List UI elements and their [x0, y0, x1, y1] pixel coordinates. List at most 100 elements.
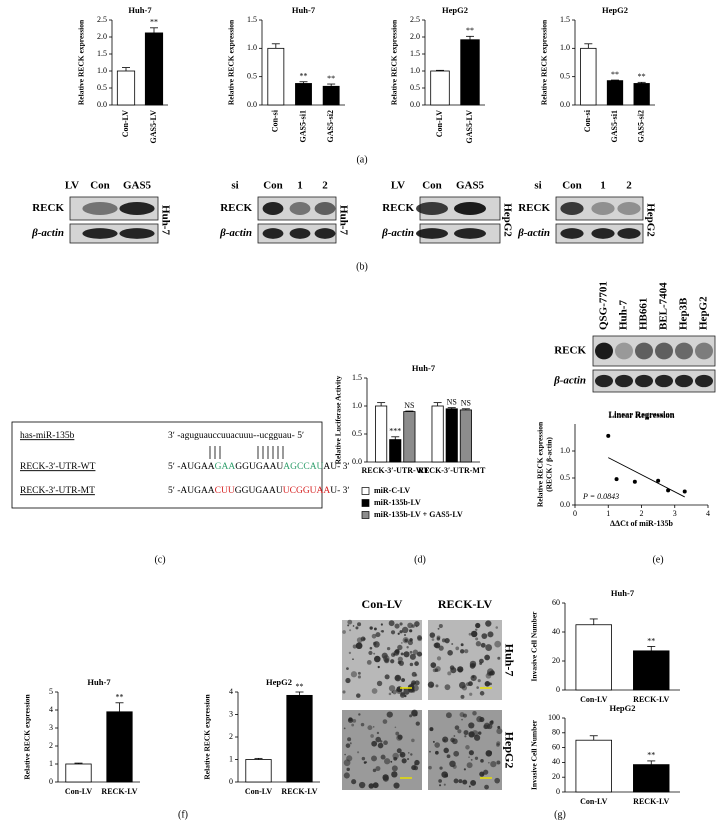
- cell: [349, 629, 352, 632]
- y-axis-label: Relative RECK expression: [540, 19, 549, 105]
- panel-label: (g): [554, 809, 566, 820]
- point: [614, 477, 619, 482]
- error-bar: [377, 402, 386, 406]
- blot-header: Con: [422, 180, 442, 192]
- cell: [380, 623, 383, 626]
- cell: [371, 755, 377, 762]
- cell: [497, 656, 501, 660]
- cell: [472, 675, 475, 679]
- cell: [350, 671, 358, 678]
- point: [632, 479, 637, 484]
- blot-row-label: β-actin: [553, 375, 586, 387]
- y-axis-label: Invasive Cell Number: [530, 719, 539, 790]
- blot-strip: [592, 335, 716, 367]
- cell: [435, 750, 439, 755]
- cell: [432, 668, 437, 673]
- cell: [388, 692, 392, 696]
- cell: [374, 645, 377, 647]
- micrograph: [427, 620, 502, 700]
- cell: [358, 781, 366, 789]
- cell: [415, 713, 418, 717]
- bar: [575, 739, 612, 793]
- cell: [468, 756, 470, 758]
- cell: [427, 681, 435, 688]
- cell-line-label: Huh-7: [159, 205, 171, 235]
- bar: [403, 411, 416, 463]
- y-tick-label: 1.0: [560, 446, 570, 455]
- cell: [395, 675, 400, 681]
- cell: [457, 668, 460, 671]
- cell: [434, 742, 440, 748]
- cell: [352, 644, 357, 649]
- cell: [457, 666, 464, 673]
- cell: [414, 759, 420, 766]
- significance: **: [116, 693, 124, 702]
- cell: [461, 718, 463, 721]
- y-tick-label: 4: [49, 705, 53, 714]
- y-tick-label: 0.5: [410, 83, 420, 92]
- y-tick-label: 1.5: [410, 49, 420, 58]
- blot-header: si: [534, 180, 541, 192]
- cell: [485, 644, 493, 651]
- cell: [472, 663, 477, 668]
- cell: [391, 691, 394, 693]
- cell: [457, 729, 462, 734]
- band: [416, 202, 448, 215]
- y-tick-label: 40: [552, 627, 560, 636]
- chart-title: Huh-7: [128, 5, 152, 15]
- cell: [479, 691, 485, 696]
- lane-label: HB661: [638, 298, 650, 330]
- error-bar: [254, 757, 263, 760]
- cell: [414, 680, 420, 686]
- cell: [404, 638, 408, 643]
- cell: [484, 681, 491, 687]
- band: [82, 228, 118, 239]
- cell: [453, 778, 459, 784]
- legend-label: miR-C-LV: [374, 486, 410, 495]
- band: [454, 228, 486, 239]
- cell-line-label: Huh-7: [337, 205, 349, 235]
- band: [119, 228, 155, 239]
- cell: [464, 735, 467, 738]
- cell: [381, 629, 385, 633]
- cell: [371, 633, 377, 639]
- band: [617, 202, 641, 215]
- cell: [463, 730, 469, 736]
- error-bar: [589, 618, 598, 625]
- bar: [65, 763, 92, 783]
- cell: [373, 652, 376, 655]
- micrograph: [342, 619, 423, 700]
- cell: [496, 743, 500, 747]
- blot-row-label: β-actin: [381, 227, 414, 239]
- point: [666, 488, 671, 493]
- y-axis-label: (RECK / β-actin): [545, 437, 554, 492]
- y-axis-label: Relative RECK expression: [227, 19, 236, 105]
- cell: [412, 649, 419, 655]
- cell: [396, 687, 403, 695]
- bar: [375, 405, 388, 463]
- cell: [451, 643, 454, 646]
- regression-line: [608, 457, 685, 498]
- panel-label: (b): [356, 261, 368, 272]
- cell: [435, 684, 439, 688]
- cell: [397, 734, 403, 740]
- sequence-label: RECK-3ʹ-UTR-WT: [20, 462, 96, 472]
- panel-label: (a): [356, 154, 367, 165]
- cell: [343, 772, 350, 779]
- blot-header: Con: [263, 180, 283, 192]
- x-tick-label: RECK-LV: [633, 695, 669, 704]
- cell: [399, 630, 403, 634]
- significance: NS: [404, 401, 414, 410]
- cell: [489, 720, 494, 725]
- cell: [476, 686, 479, 689]
- cell: [453, 735, 456, 737]
- band: [695, 374, 713, 388]
- cell: [475, 641, 482, 647]
- y-tick-label: 4: [229, 687, 233, 696]
- cell: [384, 758, 391, 765]
- bar: [267, 47, 285, 106]
- annotation: P = 0.0843: [582, 492, 619, 501]
- cell: [469, 692, 473, 696]
- cell: [480, 759, 484, 763]
- y-tick-label: 0.5: [560, 71, 570, 80]
